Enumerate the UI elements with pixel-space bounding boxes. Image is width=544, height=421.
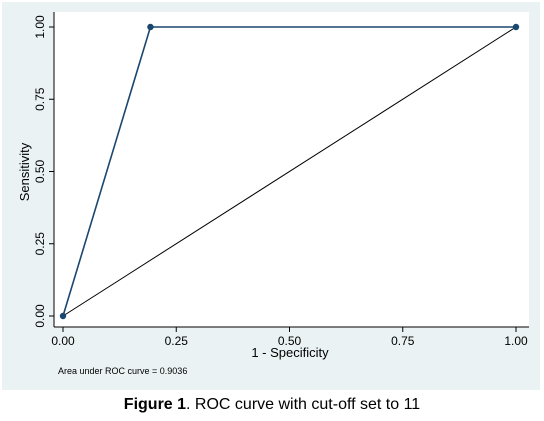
- y-tick-label: 0.00: [33, 304, 47, 328]
- y-tick-label: 1.00: [33, 15, 47, 39]
- roc-chart: 0.00 0.25 0.50 0.75 1.00 0.00 0.25 0.50 0.75 1.0…: [2, 2, 540, 390]
- y-tick-label: 0.75: [33, 87, 47, 111]
- roc-point-marker: [147, 23, 154, 31]
- plot-area: [54, 12, 529, 327]
- roc-point-marker: [59, 312, 67, 320]
- x-tick-label: 0.25: [165, 334, 189, 348]
- figure-caption-text: . ROC curve with cut-off set to 11: [186, 396, 421, 413]
- y-axis-label: Sensitivity: [17, 142, 32, 201]
- figure-caption-label: Figure 1: [123, 396, 187, 413]
- roc-point-marker: [512, 23, 520, 31]
- x-tick-label: 0.75: [391, 334, 415, 348]
- x-axis-label: 1 - Specificity: [251, 345, 329, 360]
- reference-diagonal-line: [62, 26, 517, 317]
- x-tick-label: 1.00: [504, 334, 528, 348]
- auc-annotation: Area under ROC curve = 0.9036: [58, 366, 187, 376]
- figure-caption: Figure 1. ROC curve with cut-off set to …: [0, 396, 544, 414]
- x-tick-label: 0.00: [51, 334, 75, 348]
- x-tick-label: 0.50: [278, 334, 302, 348]
- y-tick-label: 0.50: [33, 159, 47, 183]
- y-tick-label: 0.25: [33, 232, 47, 256]
